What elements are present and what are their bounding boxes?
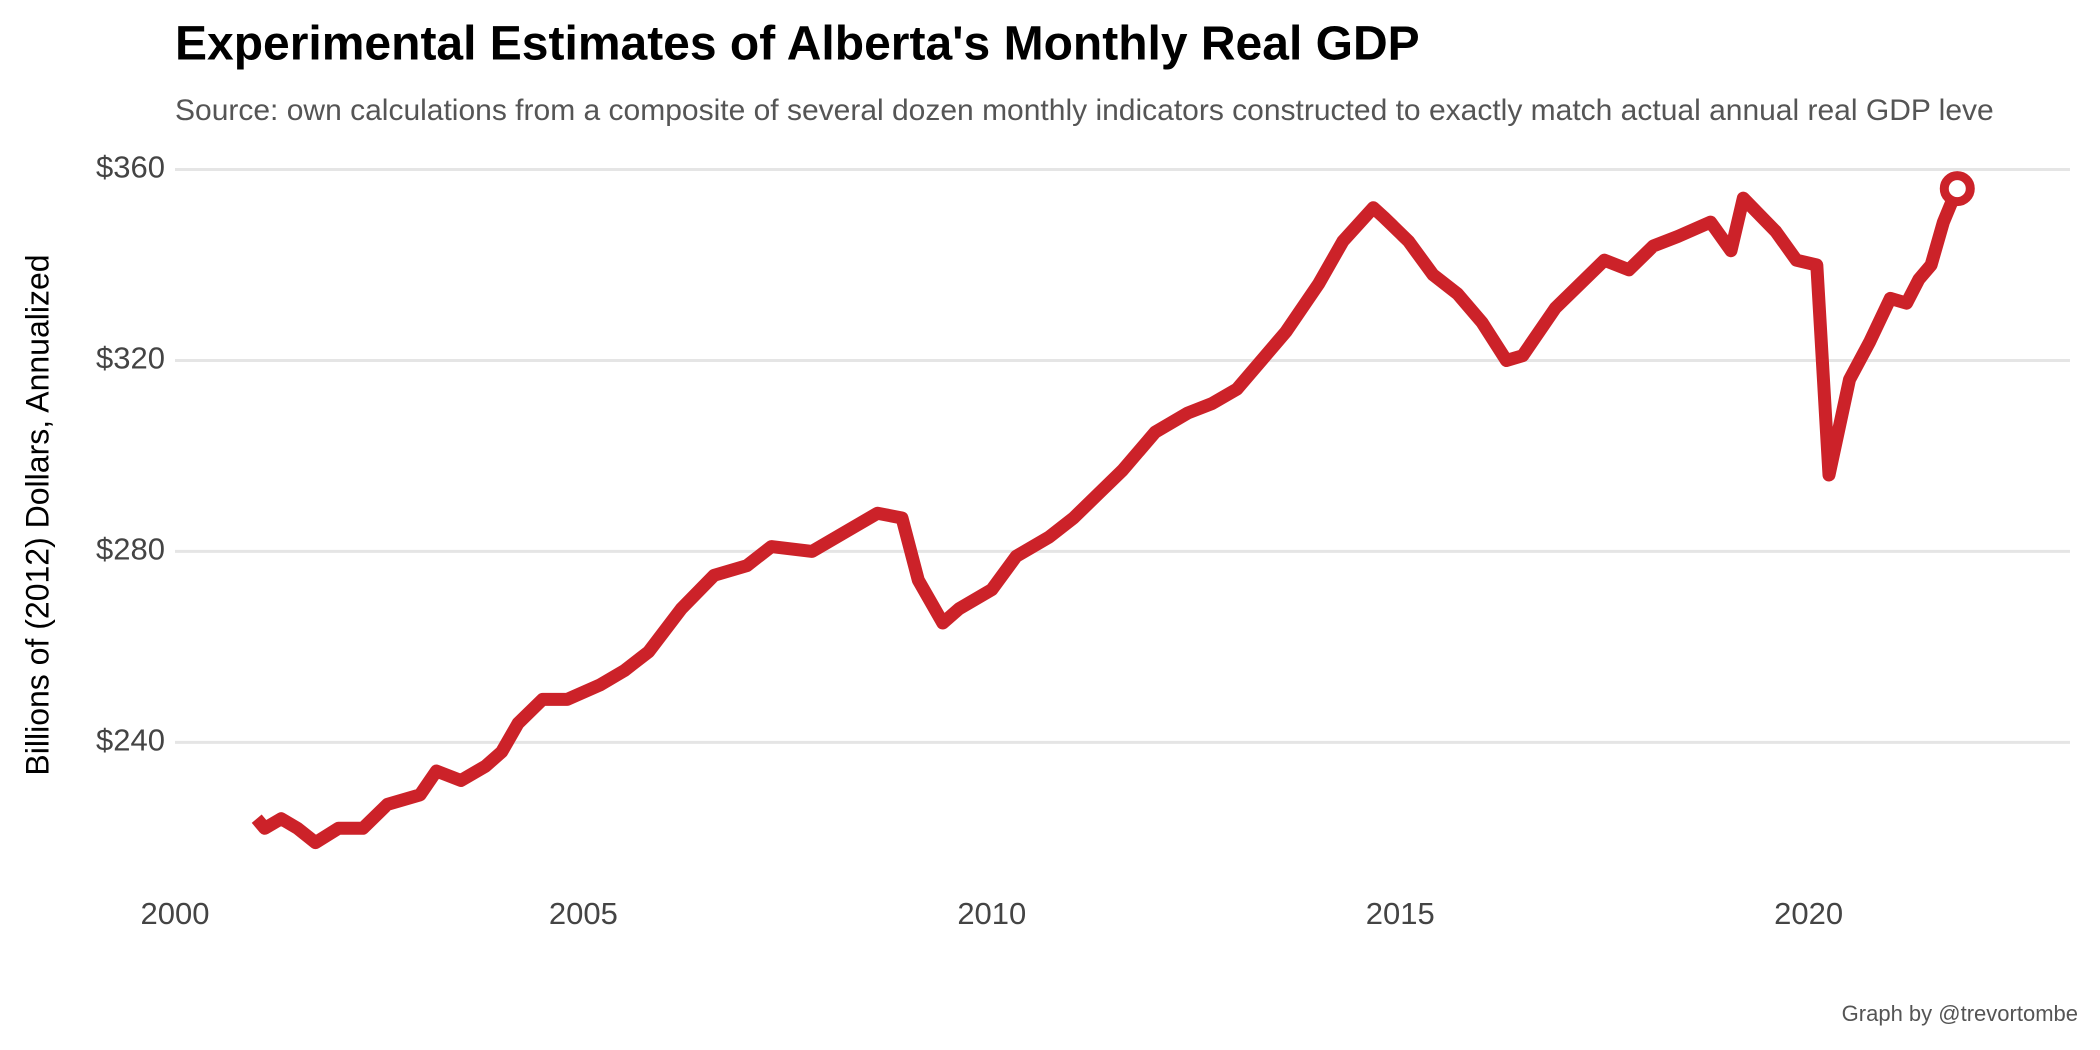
x-tick-label: 2015: [1366, 896, 1435, 931]
y-axis-label: Billions of (2012) Dollars, Annualized: [19, 254, 55, 775]
chart-subtitle: Source: own calculations from a composit…: [175, 94, 1994, 127]
x-tick-label: 2010: [957, 896, 1026, 931]
caption: Graph by @trevortombe: [1842, 1001, 2078, 1026]
y-tick-label: $360: [96, 150, 165, 185]
line: [251, 186, 1964, 850]
y-tick-label: $320: [96, 341, 165, 376]
y-tick-label: $280: [96, 532, 165, 567]
y-tick-label: $240: [96, 723, 165, 758]
x-tick-label: 2005: [549, 896, 618, 931]
chart-title: Experimental Estimates of Alberta's Mont…: [175, 18, 1420, 71]
end-point: [1939, 171, 1975, 207]
x-tick-label: 2020: [1774, 896, 1843, 931]
x-tick-label: 2000: [141, 896, 210, 931]
